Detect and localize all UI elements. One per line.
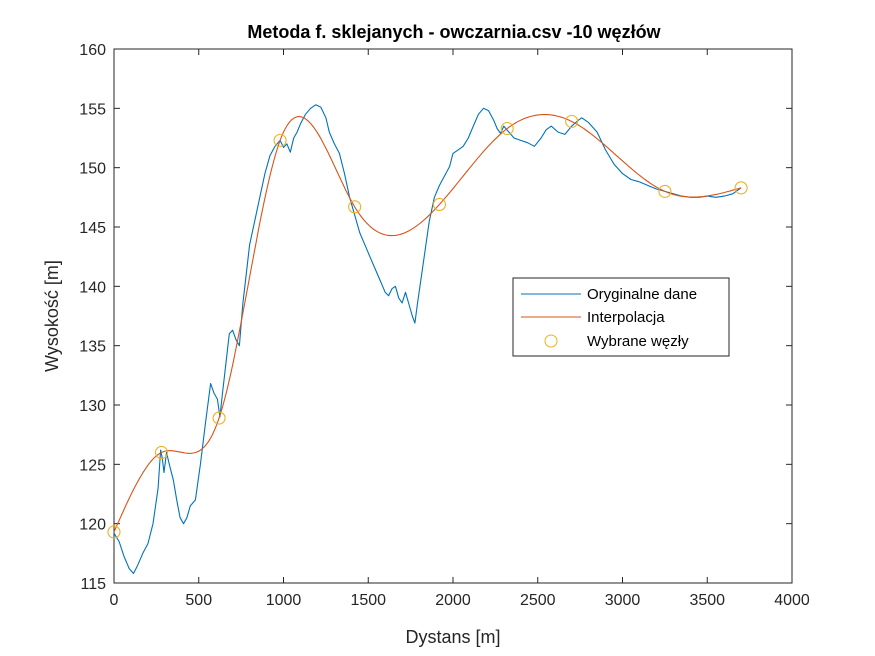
x-tick-label: 3500 bbox=[689, 592, 725, 609]
x-axis-label: Dystans [m] bbox=[405, 627, 500, 647]
y-axis-ticks: 115 120 125 130 135 140 145 150 155 160 bbox=[79, 42, 792, 593]
y-tick-label: 125 bbox=[79, 457, 106, 474]
series-original-line bbox=[113, 104, 742, 575]
knot-marker bbox=[348, 200, 362, 214]
x-tick-label: 2500 bbox=[520, 592, 556, 609]
x-tick-label: 0 bbox=[110, 592, 119, 609]
series-layer bbox=[107, 104, 748, 575]
knot-marker bbox=[658, 184, 672, 198]
y-axis-label: Wysokość [m] bbox=[42, 260, 62, 372]
series-interpolation-line bbox=[113, 114, 742, 533]
y-tick-label: 150 bbox=[79, 161, 106, 178]
x-tick-label: 4000 bbox=[774, 592, 810, 609]
legend-swatch-knots bbox=[544, 334, 558, 348]
knot-marker bbox=[432, 197, 446, 212]
y-tick-label: 145 bbox=[79, 220, 106, 237]
legend: Oryginalne dane Interpolacja Wybrane węz… bbox=[512, 277, 730, 357]
knot-marker bbox=[500, 121, 514, 136]
chart-title: Metoda f. sklejanych - owczarnia.csv -10… bbox=[247, 22, 661, 42]
legend-label-original: Oryginalne dane bbox=[587, 286, 697, 303]
knot-marker bbox=[273, 133, 287, 147]
y-tick-label: 120 bbox=[79, 517, 106, 534]
knot-marker bbox=[154, 445, 169, 460]
y-tick-label: 155 bbox=[79, 101, 106, 118]
y-tick-label: 160 bbox=[79, 42, 106, 59]
y-tick-label: 115 bbox=[80, 576, 106, 593]
x-tick-label: 2000 bbox=[435, 592, 471, 609]
knot-marker bbox=[734, 181, 748, 195]
x-tick-label: 1000 bbox=[266, 592, 302, 609]
x-axis-ticks: 0 500 1000 1500 2000 2500 3000 3500 4000 bbox=[110, 49, 810, 609]
legend-label-knots: Wybrane węzły bbox=[587, 333, 689, 350]
knot-marker bbox=[212, 411, 226, 425]
knot-marker bbox=[107, 525, 121, 539]
x-tick-label: 3000 bbox=[605, 592, 641, 609]
y-tick-label: 140 bbox=[79, 279, 106, 296]
y-tick-label: 135 bbox=[79, 339, 106, 356]
y-tick-label: 130 bbox=[79, 398, 106, 415]
legend-label-interpolation: Interpolacja bbox=[587, 309, 665, 326]
x-tick-label: 1500 bbox=[350, 592, 386, 609]
knot-marker bbox=[565, 114, 579, 128]
x-tick-label: 500 bbox=[185, 592, 212, 609]
